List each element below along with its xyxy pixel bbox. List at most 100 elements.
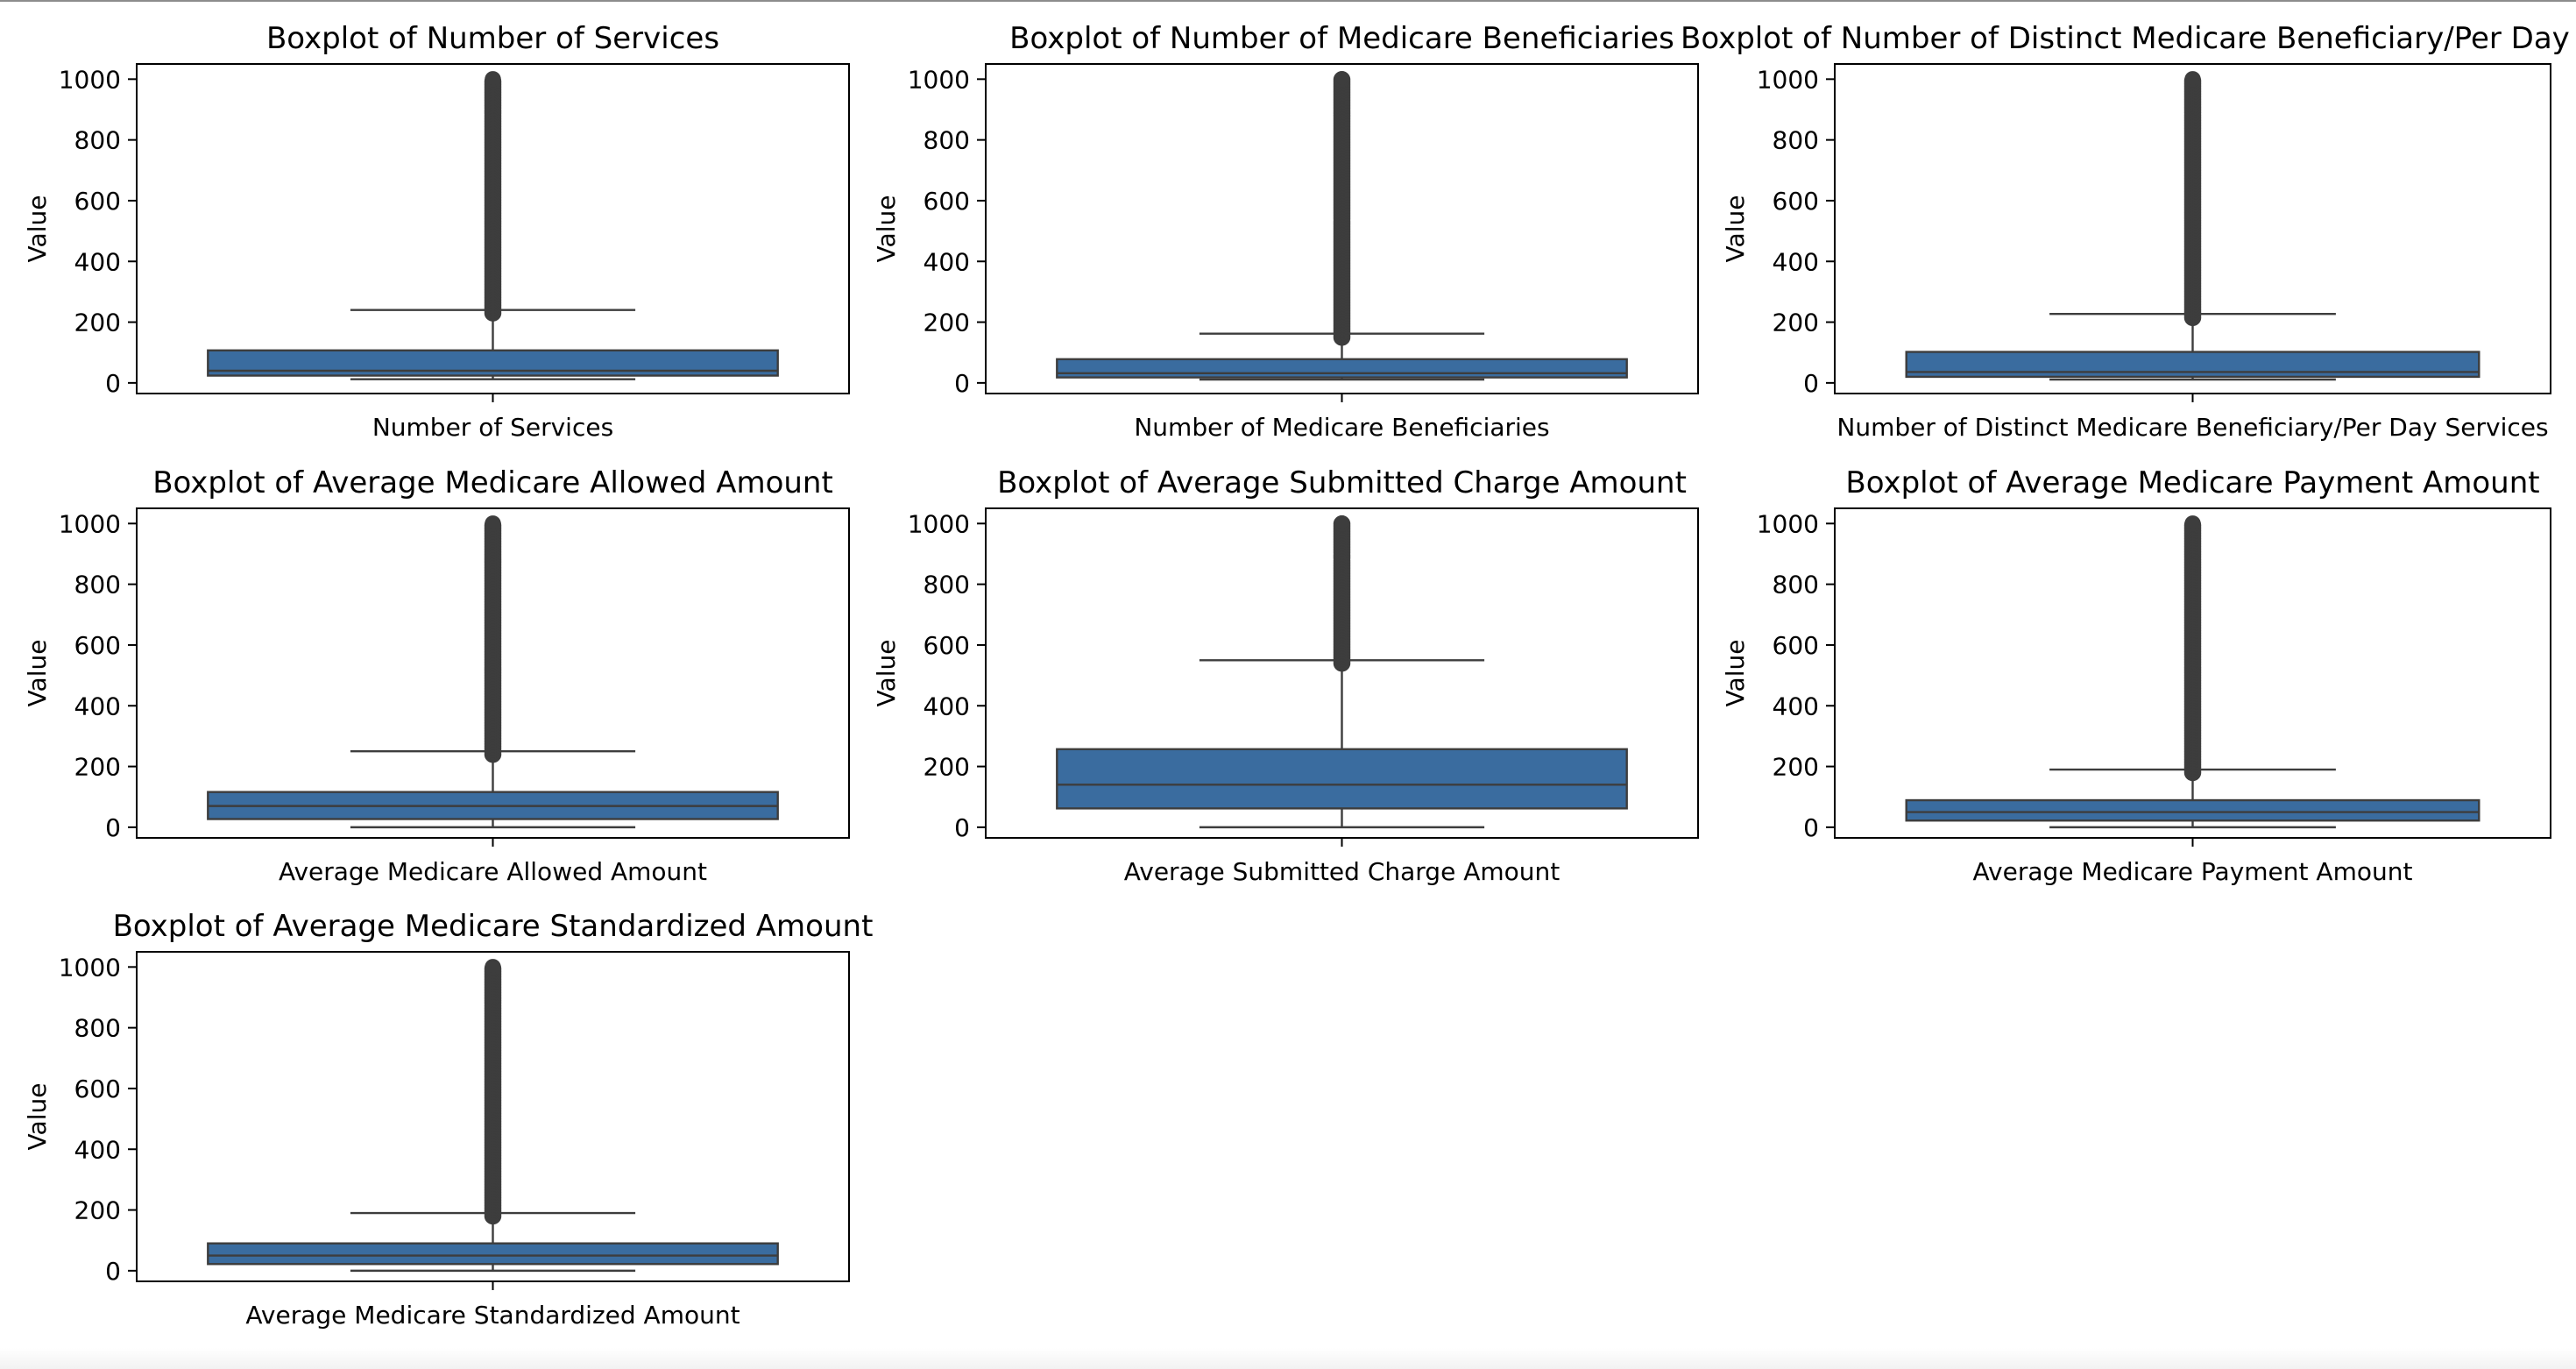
outlier-point	[2184, 515, 2201, 532]
y-tick-label: 400	[74, 692, 121, 720]
outlier-point	[1334, 515, 1350, 532]
y-tick-label: 600	[924, 631, 970, 660]
x-axis-label: Number of Distinct Medicare Beneficiary/…	[1836, 413, 2548, 442]
y-tick-label: 1000	[59, 65, 121, 94]
y-tick-label: 0	[1803, 813, 1819, 842]
y-tick-label: 1000	[1757, 65, 1819, 94]
x-axis-label: Average Submitted Charge Amount	[1124, 857, 1560, 886]
outlier-point	[2184, 71, 2201, 88]
y-tick-label: 0	[954, 369, 970, 398]
boxplot-panel-3: Boxplot of Number of Distinct Medicare B…	[1681, 21, 2576, 442]
y-tick-label: 600	[1773, 187, 1819, 216]
chart-title: Boxplot of Average Medicare Payment Amou…	[1845, 465, 2539, 500]
y-tick-label: 0	[954, 813, 970, 842]
boxplot-panel-7: Boxplot of Average Medicare Standardized…	[23, 909, 873, 1330]
iqr-box	[207, 1242, 779, 1266]
y-tick-label: 400	[74, 247, 121, 276]
outlier-point	[1334, 71, 1350, 88]
x-axis-label: Average Medicare Allowed Amount	[279, 857, 707, 886]
chart-title: Boxplot of Number of Distinct Medicare B…	[1681, 21, 2576, 56]
outlier-point	[485, 959, 501, 975]
y-axis-label: Value	[872, 195, 901, 263]
outlier-points	[484, 515, 502, 763]
boxplot-panel-4: Boxplot of Average Medicare Allowed Amou…	[23, 465, 850, 886]
y-tick-label: 400	[924, 247, 970, 276]
y-tick-label: 800	[924, 571, 970, 599]
y-tick-label: 800	[1773, 571, 1819, 599]
axes-frame	[985, 63, 1699, 394]
y-tick-label: 200	[74, 753, 121, 782]
chart-title: Boxplot of Average Submitted Charge Amou…	[997, 465, 1687, 500]
outlier-points	[484, 71, 502, 322]
y-tick-label: 200	[74, 1196, 121, 1225]
boxplot-panel-6: Boxplot of Average Medicare Payment Amou…	[1721, 465, 2551, 886]
outlier-points	[1333, 514, 1351, 672]
y-tick-label: 400	[1773, 692, 1819, 720]
y-tick-label: 0	[105, 1257, 121, 1286]
y-tick-label: 800	[924, 126, 970, 155]
iqr-box	[1905, 351, 2480, 379]
y-tick-label: 600	[1773, 631, 1819, 660]
outlier-point	[485, 71, 501, 88]
x-axis-label: Average Medicare Standardized Amount	[245, 1301, 740, 1330]
axes-frame	[136, 951, 850, 1282]
outlier-points	[2183, 515, 2202, 782]
axes-frame	[985, 507, 1699, 839]
y-tick-label: 600	[74, 1075, 121, 1103]
y-tick-label: 800	[1773, 126, 1819, 155]
y-tick-label: 600	[74, 631, 121, 660]
axes-frame	[136, 507, 850, 839]
y-tick-label: 800	[74, 126, 121, 155]
y-tick-label: 200	[1773, 309, 1819, 337]
axes-frame	[136, 63, 850, 394]
y-tick-label: 1000	[1757, 509, 1819, 538]
y-axis-label: Value	[1721, 640, 1750, 707]
x-axis-label: Number of Medicare Beneficiaries	[1134, 413, 1549, 442]
y-tick-label: 800	[74, 1014, 121, 1043]
y-tick-label: 800	[74, 571, 121, 599]
y-tick-label: 600	[74, 187, 121, 216]
iqr-box	[207, 349, 779, 377]
y-tick-label: 200	[924, 753, 970, 782]
y-tick-label: 1000	[59, 509, 121, 538]
y-tick-label: 1000	[908, 65, 970, 94]
y-tick-label: 200	[1773, 753, 1819, 782]
x-axis-label: Average Medicare Payment Amount	[1973, 857, 2413, 886]
bottom-shadow	[0, 1348, 2576, 1369]
y-axis-label: Value	[872, 640, 901, 707]
y-tick-label: 0	[1803, 369, 1819, 398]
y-axis-label: Value	[23, 1083, 52, 1151]
x-axis-label: Number of Services	[372, 413, 613, 442]
y-tick-label: 400	[74, 1135, 121, 1164]
outlier-points	[2183, 71, 2202, 327]
y-tick-label: 600	[924, 187, 970, 216]
outlier-points	[1333, 71, 1351, 346]
chart-title: Boxplot of Number of Services	[266, 21, 719, 56]
chart-title: Boxplot of Average Medicare Standardized…	[113, 909, 874, 944]
iqr-box	[1056, 358, 1628, 379]
iqr-box	[1056, 748, 1628, 810]
chart-title: Boxplot of Average Medicare Allowed Amou…	[152, 465, 833, 500]
outlier-point	[485, 515, 501, 532]
y-tick-label: 1000	[908, 509, 970, 538]
axes-frame	[1834, 507, 2551, 839]
y-tick-label: 200	[924, 309, 970, 337]
chart-title: Boxplot of Number of Medicare Beneficiar…	[1009, 21, 1674, 56]
y-tick-label: 1000	[59, 953, 121, 982]
y-tick-label: 400	[1773, 247, 1819, 276]
y-tick-label: 0	[105, 813, 121, 842]
boxplot-panel-1: Boxplot of Number of Services Value 0 200 40…	[23, 21, 850, 442]
y-axis-label: Value	[1721, 195, 1750, 263]
y-tick-label: 0	[105, 369, 121, 398]
y-axis-label: Value	[23, 195, 52, 263]
axes-frame	[1834, 63, 2551, 394]
top-divider	[0, 0, 2576, 2]
boxplot-panel-5: Boxplot of Average Submitted Charge Amou…	[872, 465, 1699, 886]
iqr-box	[1905, 798, 2480, 822]
boxplot-panel-2: Boxplot of Number of Medicare Beneficiar…	[872, 21, 1699, 442]
y-tick-label: 400	[924, 692, 970, 720]
y-axis-label: Value	[23, 640, 52, 707]
outlier-points	[484, 959, 502, 1225]
y-tick-label: 200	[74, 309, 121, 337]
